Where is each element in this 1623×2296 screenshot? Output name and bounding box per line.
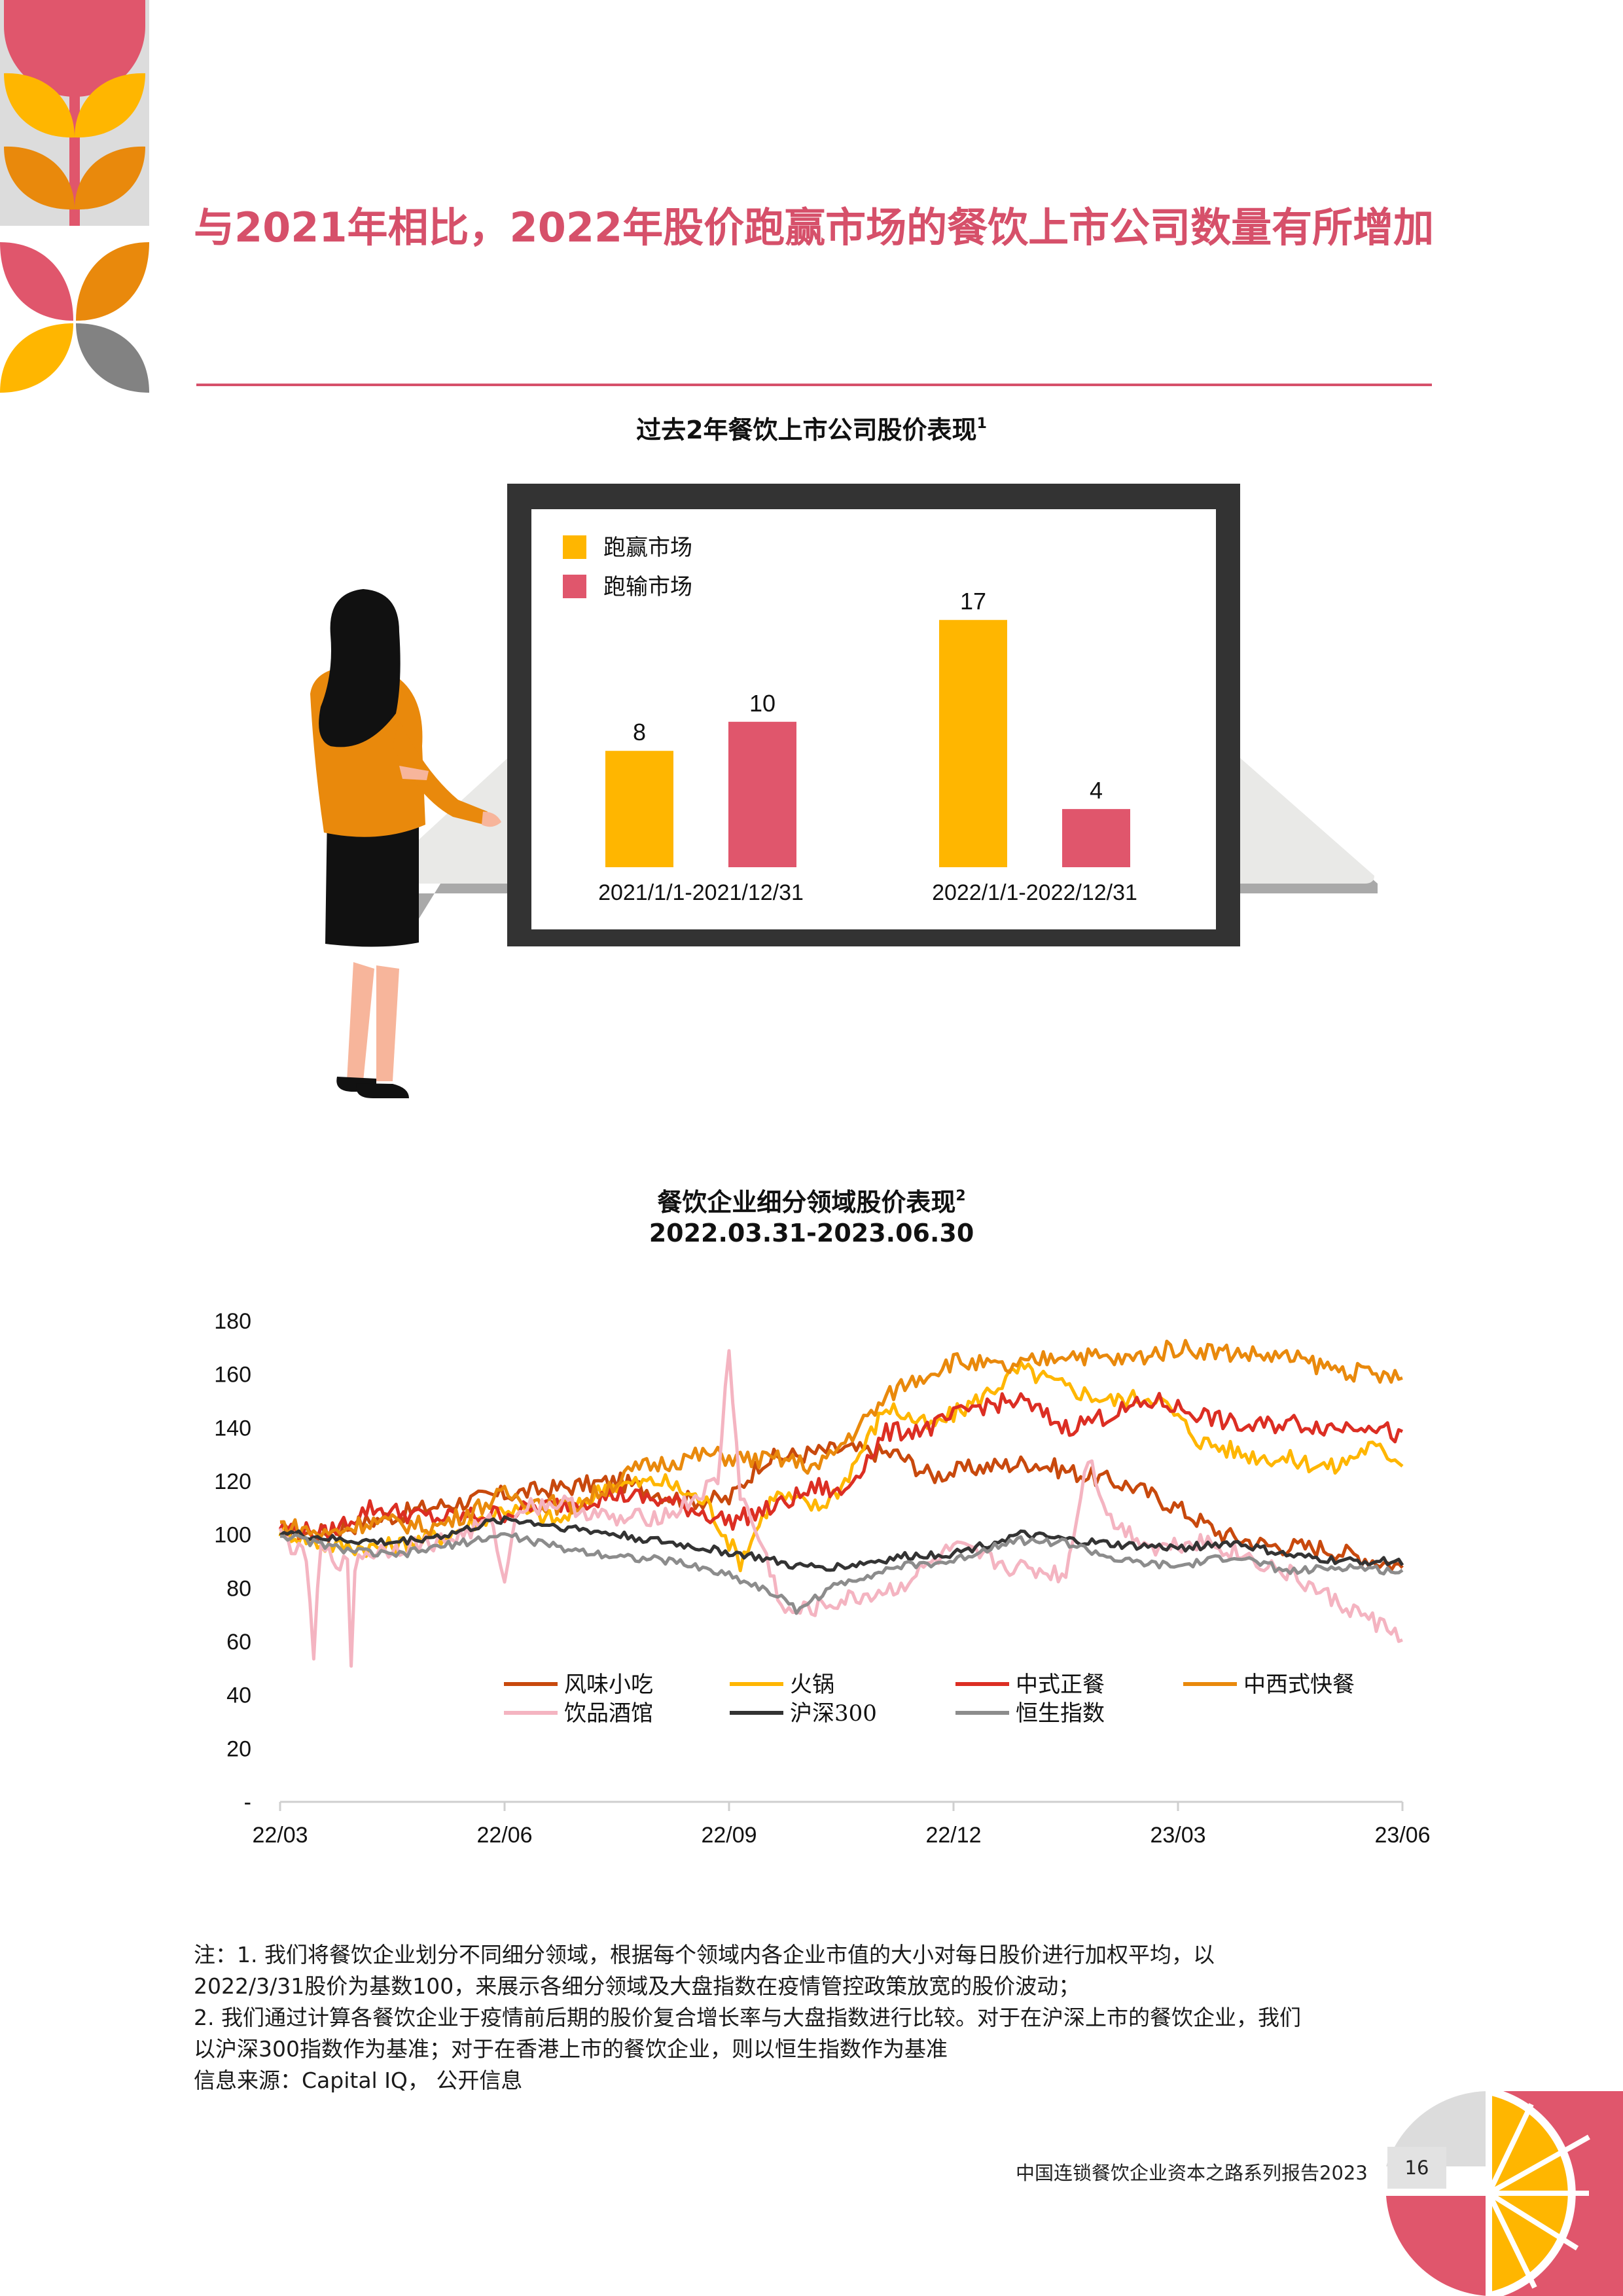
flower-decoration (0, 0, 149, 393)
page-title: 与2021年相比，2022年股价跑赢市场的餐饮上市公司数量有所增加 (194, 204, 1435, 251)
y-tick-label: 120 (214, 1469, 251, 1494)
bar-value-label: 4 (1090, 777, 1103, 804)
legend-label: 沪深300 (790, 1700, 877, 1727)
legend-label: 饮品酒馆 (564, 1700, 653, 1727)
line-chart-series (278, 1338, 1404, 1668)
x-tick-label: 22/12 (925, 1823, 981, 1848)
legend-label: 中式正餐 (1016, 1672, 1105, 1698)
x-tick-label: 22/03 (252, 1823, 308, 1848)
bar-category-label: 2021/1/1-2021/12/31 (598, 880, 804, 905)
legend-label: 火锅 (790, 1672, 834, 1698)
y-tick-label: 60 (226, 1630, 251, 1655)
bar-value-label: 10 (749, 690, 776, 717)
legend-swatch (563, 535, 586, 559)
bar-value-label: 8 (633, 719, 646, 745)
bar-value-label: 17 (960, 588, 986, 615)
sector-stock-line-chart: - 20 40 60 80 100 120 140 160 180 22/03 22/06 22/09 2… (214, 1309, 1430, 1848)
line-series (280, 1441, 1404, 1572)
y-tick-label: 100 (214, 1523, 251, 1548)
bar-chart-title: 过去2年餐饮上市公司股价表现1 (0, 410, 1623, 446)
bar-chart-footnote-mark: 1 (976, 416, 987, 432)
footnote-line: 注：1. 我们将餐饮企业划分不同细分领域，根据每个领域内各企业市值的大小对每日股… (194, 1942, 1215, 1967)
page-number: 16 (1387, 2147, 1446, 2189)
legend-label: 风味小吃 (564, 1672, 653, 1698)
footnotes: 注：1. 我们将餐饮企业划分不同细分领域，根据每个领域内各企业市值的大小对每日股… (194, 1939, 1476, 2096)
source-line: 信息来源：Capital IQ， 公开信息 (194, 2068, 523, 2093)
title-divider (196, 384, 1432, 386)
line-chart-footnote-mark: 2 (955, 1188, 966, 1204)
footnote-line: 2022/3/31股价为基数100，来展示各细分领域及大盘指数在疫情管控政策放宽… (194, 1973, 1080, 1999)
bar-category-label: 2022/1/1-2022/12/31 (932, 880, 1137, 905)
bar-chart-title-text: 过去2年餐饮上市公司股价表现 (636, 416, 977, 444)
legend-label: 跑输市场 (603, 574, 692, 600)
orange-slice-decoration (1386, 2091, 1623, 2296)
line-chart-axes: - 20 40 60 80 100 120 140 160 180 22/03 22/06 22/09 2… (214, 1309, 1430, 1848)
footnote-line: 以沪深300指数作为基准；对于在香港上市的餐饮企业，则以恒生指数作为基准 (194, 2036, 948, 2062)
line-series (279, 1515, 1404, 1572)
legend-label: 跑赢市场 (603, 535, 692, 561)
line-series (278, 1391, 1404, 1543)
line-series (279, 1338, 1403, 1539)
y-tick-label: 140 (214, 1416, 251, 1441)
line-chart-title-text: 餐饮企业细分领域股价表现 (657, 1188, 956, 1217)
x-tick-label: 22/06 (476, 1823, 532, 1848)
bar-plot-area: 8 10 2021/1/1-2021/12/31 17 4 2022/1/1-2022/1… (563, 535, 1137, 905)
y-tick-label: 40 (226, 1683, 251, 1708)
x-tick-label: 23/06 (1374, 1823, 1430, 1848)
legend-label: 恒生指数 (1016, 1700, 1105, 1727)
y-tick-label: 80 (226, 1576, 251, 1601)
laptop-bar-chart-scene: 8 10 2021/1/1-2021/12/31 17 4 2022/1/1-2022/1… (310, 484, 1378, 1098)
bar-0-1 (728, 721, 796, 867)
report-footer-title: 中国连锁餐饮企业资本之路系列报告2023 (1016, 2162, 1368, 2184)
x-tick-label: 23/03 (1150, 1823, 1205, 1848)
line-chart-subtitle: 2022.03.31-2023.06.30 (649, 1219, 974, 1247)
line-chart-title: 餐饮企业细分领域股价表现2 (0, 1182, 1623, 1218)
presenter-person-illustration (310, 589, 501, 1098)
line-series (279, 1532, 1404, 1615)
y-tick-label: 20 (226, 1736, 251, 1761)
legend-swatch (563, 575, 586, 598)
y-tick-label: - (244, 1790, 251, 1815)
y-tick-label: 160 (214, 1363, 251, 1388)
bar-1-1 (1062, 809, 1130, 867)
legend-label: 中西式快餐 (1243, 1672, 1355, 1698)
footnote-line: 2. 我们通过计算各餐饮企业于疫情前后期的股价复合增长率与大盘指数进行比较。对于… (194, 2005, 1301, 2030)
x-tick-label: 22/09 (701, 1823, 757, 1848)
bar-0-0 (605, 751, 673, 867)
y-tick-label: 180 (214, 1309, 251, 1334)
bar-1-0 (939, 620, 1007, 867)
